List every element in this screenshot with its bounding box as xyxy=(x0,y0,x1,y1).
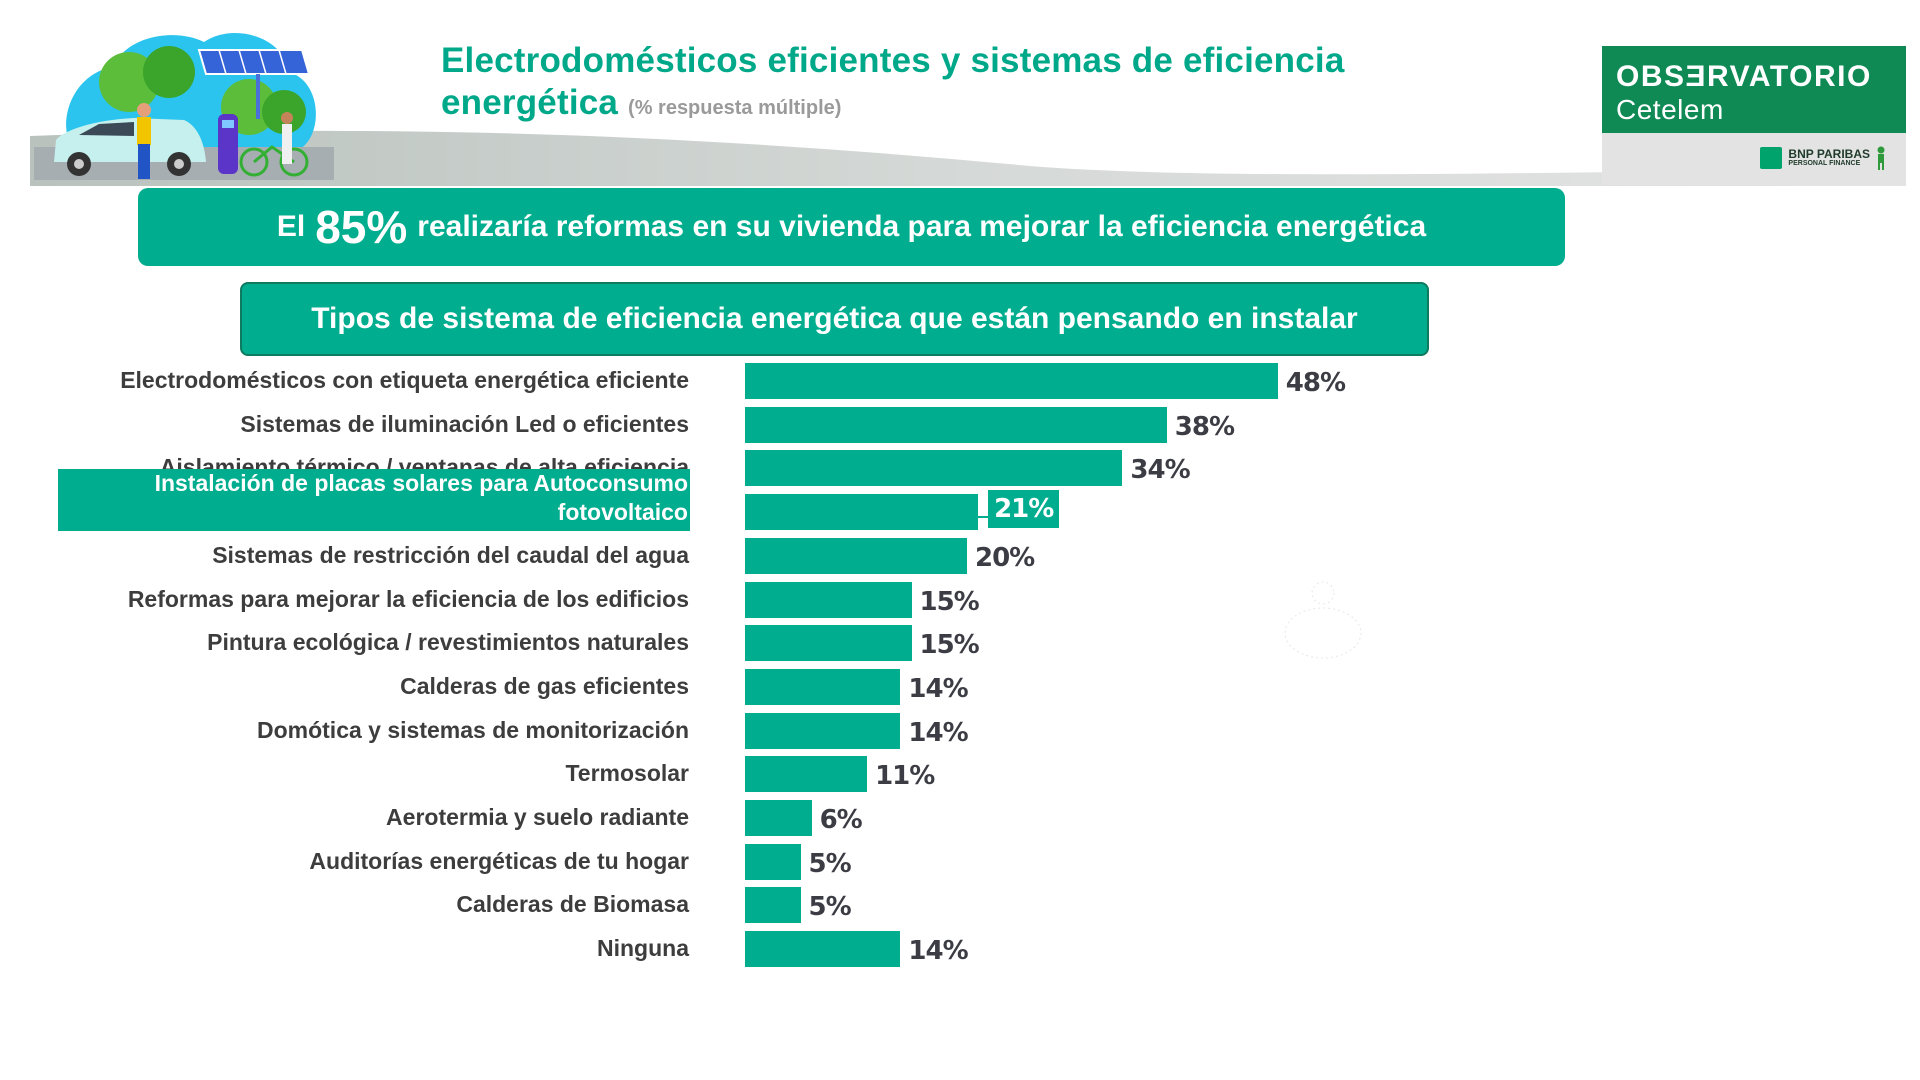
banner-text: realizaría reformas en su vivienda para … xyxy=(417,210,1427,243)
value-label: 11% xyxy=(875,761,935,792)
category-label: Sistemas de restricción del caudal del a… xyxy=(212,541,689,568)
bar xyxy=(745,406,1167,443)
bicycle-icon xyxy=(239,112,309,177)
category-label: Reformas para mejorar la eficiencia de l… xyxy=(127,585,689,612)
title-note: (% respuesta múltiple) xyxy=(628,97,842,119)
bar xyxy=(745,537,967,574)
bar xyxy=(745,363,1278,399)
value-label: 5% xyxy=(808,892,852,923)
category-label: Auditorías energéticas de tu hogar xyxy=(309,847,689,874)
page-title: Electrodomésticos eficientes y sistemas … xyxy=(441,40,1591,129)
category-label: Domótica y sistemas de monitorización xyxy=(256,716,689,743)
bar xyxy=(745,931,901,968)
category-label: Instalación de placas solares para Autoc… xyxy=(58,469,690,532)
bar xyxy=(745,887,801,924)
category-label: Ninguna xyxy=(597,935,689,962)
title-line-2: energética xyxy=(441,83,619,122)
value-label: 38% xyxy=(1174,411,1235,442)
electric-car-icon xyxy=(54,118,206,176)
bar xyxy=(745,450,1123,487)
bar xyxy=(745,494,979,531)
category-label: Sistemas de iluminación Led o eficientes xyxy=(240,410,689,437)
logo-subname: Cetelem xyxy=(1616,94,1724,125)
bar xyxy=(745,756,868,793)
piggy-bank-icon xyxy=(1284,581,1362,659)
title-line-1: Electrodomésticos eficientes y sistemas … xyxy=(441,41,1345,80)
mascot-icon xyxy=(1877,146,1885,170)
bar xyxy=(745,843,801,880)
value-label: 21% xyxy=(988,490,1060,529)
charging-station-icon xyxy=(218,114,238,174)
category-label: Calderas de gas eficientes xyxy=(400,672,689,699)
bnp-stars-icon xyxy=(1760,147,1783,169)
logo-name: OBSƎRVATORIO xyxy=(1616,60,1872,93)
bar xyxy=(745,800,812,836)
ev-solar-illustration xyxy=(34,33,334,180)
value-label: 14% xyxy=(908,717,968,748)
banner-prefix: El xyxy=(276,210,306,243)
value-label: 5% xyxy=(808,848,852,879)
category-label: Pintura ecológica / revestimientos natur… xyxy=(207,629,689,656)
category-label: Electrodomésticos con etiqueta energétic… xyxy=(120,367,689,393)
value-label: 14% xyxy=(908,673,968,704)
value-label: 15% xyxy=(919,586,980,617)
bar xyxy=(745,625,912,662)
value-label: 14% xyxy=(908,936,968,967)
value-label: 15% xyxy=(919,630,980,661)
category-label: Aerotermia y suelo radiante xyxy=(386,804,689,830)
value-label: 20% xyxy=(975,542,1035,573)
category-label: Termosolar xyxy=(565,760,689,787)
value-label: 34% xyxy=(1130,455,1190,486)
value-label: 48% xyxy=(1285,368,1346,398)
person-icon xyxy=(137,103,151,179)
bar xyxy=(745,581,912,618)
bar xyxy=(745,668,901,705)
solar-panel-icon xyxy=(197,49,311,119)
highlight-banner: El 85% realizaría reformas en su viviend… xyxy=(138,188,1565,266)
banner-stat: 85% xyxy=(315,201,408,253)
observatorio-cetelem-logo: OBSƎRVATORIO Cetelem BNP PARIBAS PERSONA… xyxy=(1602,46,1906,185)
header-swoosh-band xyxy=(30,130,1906,186)
category-label: Calderas de Biomasa xyxy=(456,891,689,918)
chart-title-banner: Tipos de sistema de eficiencia energétic… xyxy=(240,282,1429,356)
value-label: 6% xyxy=(819,805,863,835)
bnp-paribas-logo: BNP PARIBAS PERSONAL FINANCE xyxy=(1760,146,1886,170)
value-connector xyxy=(978,516,989,519)
bar xyxy=(745,712,901,749)
